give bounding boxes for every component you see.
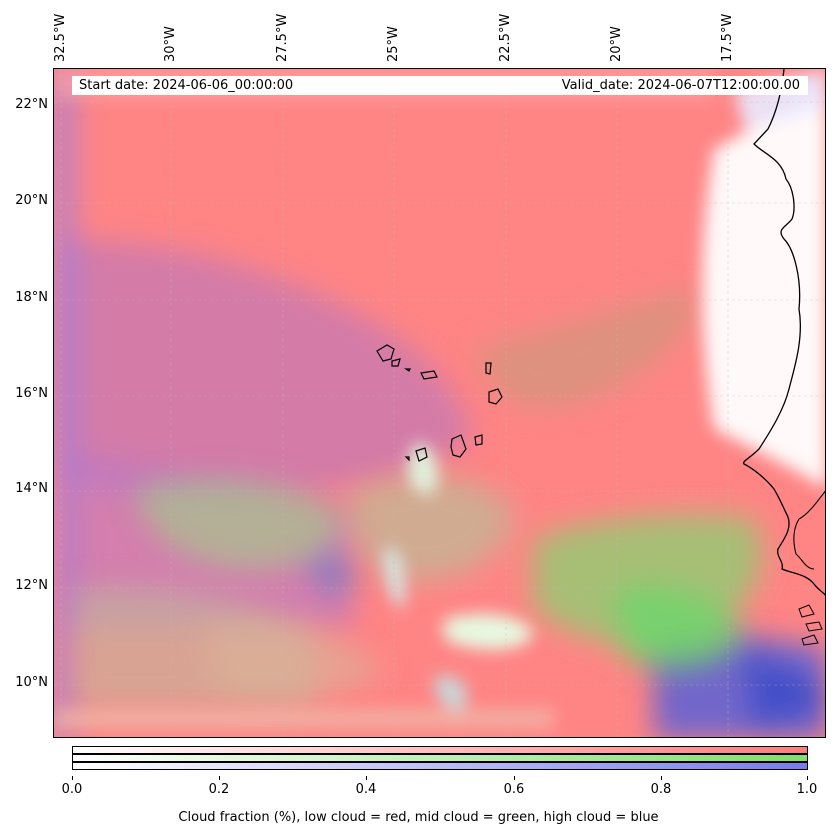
lon-label-20w: 20°W	[609, 26, 624, 62]
cape-verde-islands	[376, 344, 503, 462]
colorbar-caption: Cloud fraction (%), low cloud = red, mid…	[178, 810, 659, 825]
colorbar-tick	[807, 776, 808, 780]
colorbar-label-1-0: 1.0	[796, 782, 818, 797]
colorbar-tick	[366, 776, 367, 780]
lat-label-18n: 18°N	[15, 290, 48, 305]
lat-label-10n: 10°N	[15, 675, 48, 690]
colorbar-label-0-6: 0.6	[503, 782, 525, 797]
lat-label-14n: 14°N	[15, 481, 48, 496]
start-date-label: Start date: 2024-06-06_00:00:00	[79, 78, 294, 93]
graticule	[54, 69, 825, 737]
colorbar-label-0-2: 0.2	[208, 782, 230, 797]
date-info-bar: Start date: 2024-06-06_00:00:00 Valid_da…	[72, 76, 808, 95]
africa-coastline	[743, 69, 825, 596]
lon-label-32-5w: 32.5°W	[53, 13, 68, 62]
lon-label-27-5w: 27.5°W	[275, 13, 290, 62]
lat-label-16n: 16°N	[15, 386, 48, 401]
map-svg	[54, 69, 825, 737]
colorbar-low-cloud	[72, 746, 808, 754]
west-africa-coast	[793, 490, 825, 570]
colorbar-label-0-4: 0.4	[355, 782, 377, 797]
colorbar-label-0-8: 0.8	[650, 782, 672, 797]
coastal-islands	[798, 604, 823, 646]
colorbar-tick	[219, 776, 220, 780]
valid-date-label: Valid_date: 2024-06-07T12:00:00.00	[561, 78, 800, 93]
mid-cloud-layer	[74, 289, 762, 709]
lon-label-25w: 25°W	[386, 26, 401, 62]
lon-label-22-5w: 22.5°W	[498, 13, 513, 62]
colorbar-mid-cloud	[72, 754, 808, 762]
lon-label-17-5w: 17.5°W	[720, 13, 735, 62]
colorbar-tick	[661, 776, 662, 780]
colorbar-high-cloud	[72, 762, 808, 770]
lat-label-12n: 12°N	[15, 578, 48, 593]
lon-label-30w: 30°W	[163, 26, 178, 62]
colorbar-label-0: 0.0	[61, 782, 83, 797]
lat-label-20n: 20°N	[15, 193, 48, 208]
colorbar-tick	[72, 776, 73, 780]
cloud-fraction-map	[53, 68, 826, 738]
lat-label-22n: 22°N	[15, 97, 48, 112]
colorbar-tick	[514, 776, 515, 780]
